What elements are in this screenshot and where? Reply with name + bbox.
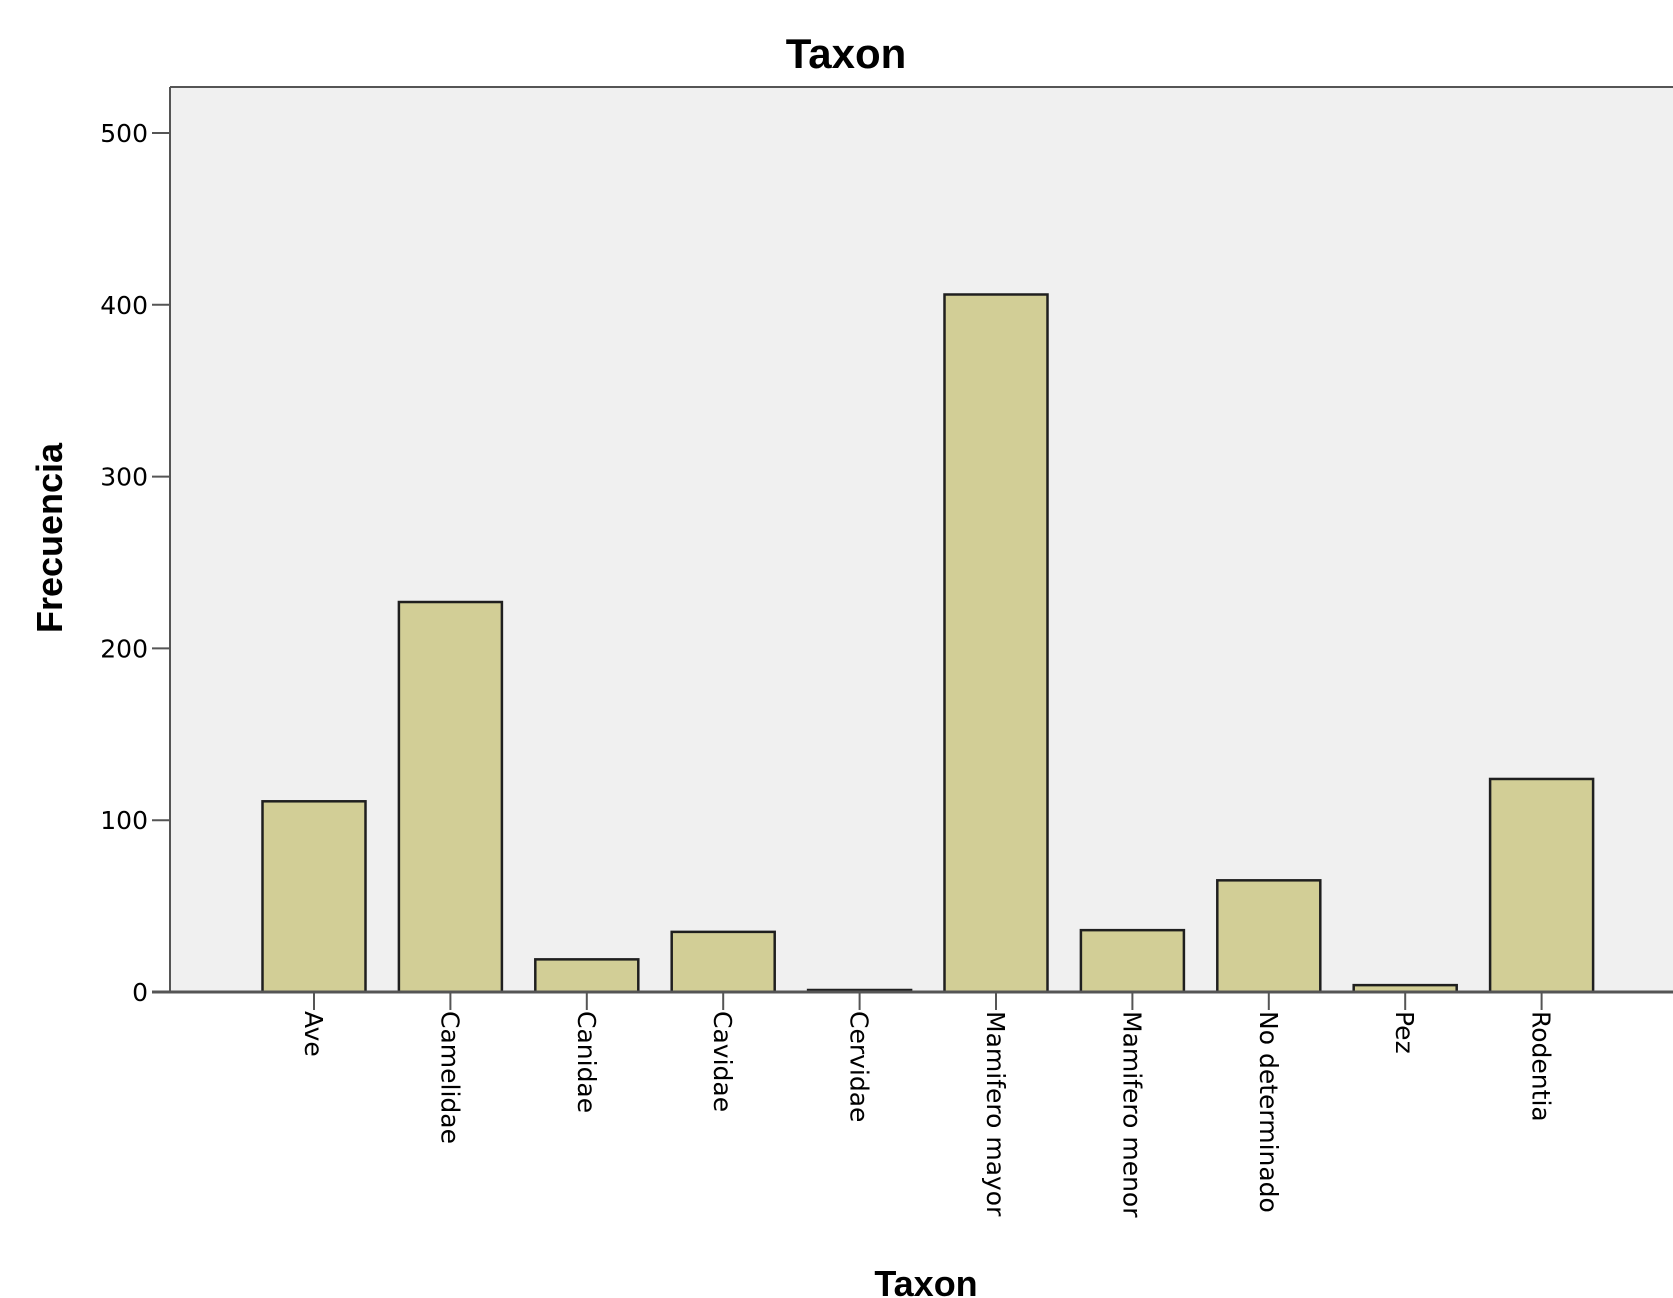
y-tick-label: 300 <box>100 463 148 492</box>
x-axis-title: Taxon <box>874 1263 977 1298</box>
bar-mamifero-mayor <box>943 293 1049 994</box>
x-tick-label: Ave <box>299 1011 328 1057</box>
bars <box>261 293 1595 994</box>
bar-rodentia <box>1488 777 1595 994</box>
bar-mamifero-menor <box>1079 928 1186 994</box>
bar-camelidae <box>397 600 504 994</box>
x-tick-label: Mamifero menor <box>1117 1011 1146 1218</box>
x-tick-label: Camelidae <box>435 1011 464 1144</box>
y-tick-label: 200 <box>100 634 148 663</box>
y-tick-label: 400 <box>100 291 148 320</box>
bar-ave <box>261 800 367 994</box>
y-tick-label: 100 <box>100 806 148 835</box>
x-tick-label: Mamifero mayor <box>981 1011 1010 1217</box>
x-tick-label: No determinado <box>1254 1011 1283 1213</box>
y-axis: 0 100 200 300 400 500 <box>100 86 1673 1007</box>
x-tick-label: Cervidae <box>845 1011 874 1122</box>
bar-no-determinado <box>1216 879 1322 994</box>
x-axis: Ave Camelidae Canidae Cavidae Cervidae Mamife… <box>152 990 1673 1218</box>
x-tick-label: Rodentia <box>1527 1011 1556 1122</box>
bar-canidae <box>534 958 640 994</box>
x-tick-label: Pez <box>1390 1011 1419 1054</box>
y-axis-title: Frecuencia <box>29 442 70 633</box>
y-tick-label: 500 <box>100 119 148 148</box>
bar-cavidae <box>670 930 776 994</box>
x-tick-label: Canidae <box>572 1011 601 1113</box>
x-tick-label: Cavidae <box>708 1011 737 1112</box>
y-tick-label: 0 <box>132 978 148 1007</box>
plot-area <box>170 87 1673 992</box>
chart-title: Taxon <box>786 30 907 77</box>
